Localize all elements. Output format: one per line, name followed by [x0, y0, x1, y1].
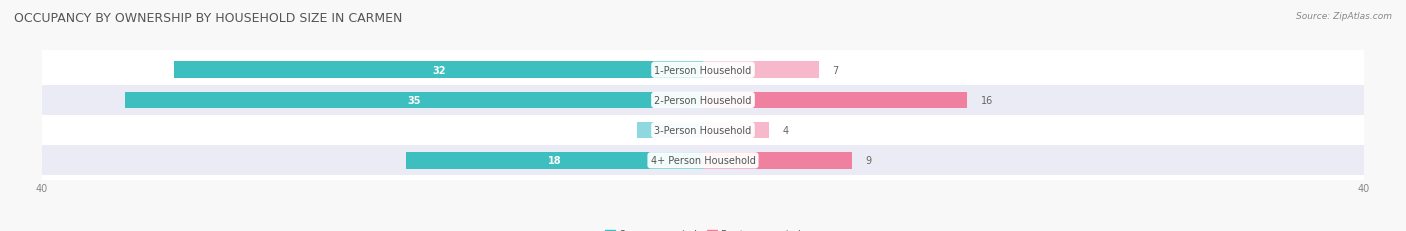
Bar [637, 122, 703, 139]
Bar [703, 62, 818, 79]
Text: 32: 32 [432, 65, 446, 75]
Bar [405, 152, 703, 169]
Bar [42, 85, 1364, 116]
Text: 4: 4 [666, 126, 673, 136]
Bar [703, 152, 852, 169]
Bar [703, 92, 967, 109]
Legend: Owner-occupied, Renter-occupied: Owner-occupied, Renter-occupied [602, 225, 804, 231]
Bar [174, 62, 703, 79]
Bar [703, 122, 769, 139]
Text: 4+ Person Household: 4+ Person Household [651, 156, 755, 166]
Bar [42, 116, 1364, 146]
Text: 1-Person Household: 1-Person Household [654, 65, 752, 75]
Bar [42, 55, 1364, 85]
Text: 7: 7 [832, 65, 838, 75]
Text: 18: 18 [547, 156, 561, 166]
Text: 3-Person Household: 3-Person Household [654, 126, 752, 136]
Bar [125, 92, 703, 109]
Text: Source: ZipAtlas.com: Source: ZipAtlas.com [1296, 12, 1392, 21]
Text: 35: 35 [408, 95, 420, 105]
Text: 4: 4 [782, 126, 789, 136]
Text: 9: 9 [865, 156, 872, 166]
Text: OCCUPANCY BY OWNERSHIP BY HOUSEHOLD SIZE IN CARMEN: OCCUPANCY BY OWNERSHIP BY HOUSEHOLD SIZE… [14, 12, 402, 24]
Bar [42, 146, 1364, 176]
Text: 2-Person Household: 2-Person Household [654, 95, 752, 105]
Text: 16: 16 [980, 95, 993, 105]
